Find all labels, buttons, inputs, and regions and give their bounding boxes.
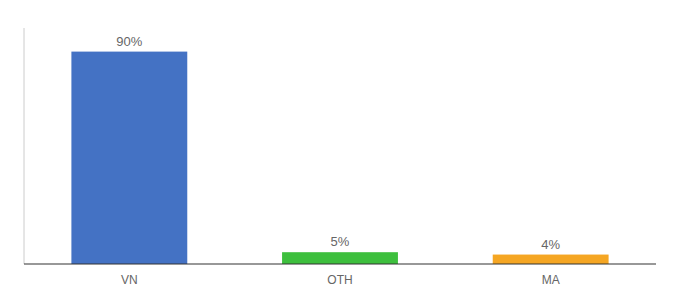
x-tick-label: MA xyxy=(542,273,560,287)
plot-area xyxy=(71,52,608,264)
y-axis-line xyxy=(24,28,25,264)
x-axis-line xyxy=(24,263,656,264)
data-label: 5% xyxy=(331,234,350,249)
data-labels: 90% 5% 4% xyxy=(116,34,560,252)
x-tick-label: VN xyxy=(121,273,138,287)
data-label: 4% xyxy=(541,237,560,252)
x-ticks: VN OTH MA xyxy=(121,273,560,287)
bar xyxy=(71,52,187,264)
chart-container: 90% 5% 4% VN OTH MA xyxy=(0,0,680,300)
data-label: 90% xyxy=(116,34,142,49)
x-tick-label: OTH xyxy=(327,273,352,287)
bar xyxy=(282,252,398,264)
chart-svg: 90% 5% 4% VN OTH MA xyxy=(0,0,680,300)
bars xyxy=(71,52,608,264)
bar xyxy=(493,255,609,264)
